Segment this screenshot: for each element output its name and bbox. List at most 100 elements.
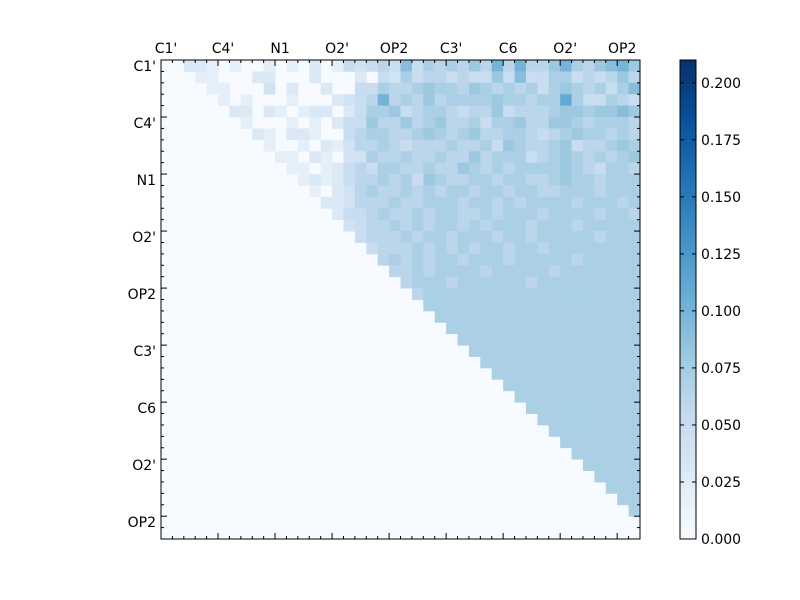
heatmap-cell <box>446 242 458 255</box>
heatmap-cell <box>434 174 447 186</box>
heatmap-cell <box>628 367 641 380</box>
heatmap-cell <box>525 196 538 209</box>
heatmap-cell <box>537 310 550 323</box>
heatmap-cell <box>389 128 401 141</box>
heatmap-cell <box>537 71 550 84</box>
heatmap-cell <box>411 139 424 152</box>
heatmap-cell <box>628 162 641 175</box>
heatmap-cell <box>423 288 436 300</box>
heatmap-cell <box>571 231 584 243</box>
heatmap-cell <box>605 299 618 312</box>
heatmap-cell <box>389 151 401 164</box>
heatmap-cell <box>628 493 641 506</box>
heatmap-cell <box>457 219 470 232</box>
heatmap-cell <box>366 242 379 255</box>
heatmap-cell <box>389 105 401 118</box>
heatmap-cell <box>354 219 367 232</box>
heatmap-cell <box>446 139 458 152</box>
heatmap-cell <box>491 128 504 141</box>
heatmap-cell <box>605 128 618 141</box>
heatmap-cell <box>582 71 595 84</box>
heatmap-cell <box>628 390 641 403</box>
heatmap-cell <box>366 174 379 186</box>
heatmap-cell <box>468 185 481 198</box>
heatmap-cell <box>491 333 504 346</box>
heatmap-cell <box>434 299 447 312</box>
heatmap-cell <box>605 117 618 129</box>
heatmap-cell <box>423 151 436 164</box>
heatmap-cell <box>548 196 561 209</box>
heatmap-cell <box>594 288 607 300</box>
heatmap-cell <box>617 424 629 437</box>
heatmap-cell <box>514 162 527 175</box>
heatmap-cell <box>605 276 618 289</box>
heatmap-cell <box>411 196 424 209</box>
heatmap-cell <box>446 253 458 266</box>
heatmap-cell <box>309 71 322 84</box>
heatmap-cell <box>377 208 390 221</box>
heatmap-cell <box>548 117 561 129</box>
heatmap-cell <box>537 94 550 107</box>
heatmap-cell <box>366 105 379 118</box>
heatmap-cell <box>617 367 629 380</box>
heatmap-cell <box>332 208 344 221</box>
heatmap-cell <box>605 253 618 266</box>
heatmap-cell <box>605 447 618 460</box>
heatmap-cell <box>503 105 515 118</box>
heatmap-cell <box>514 139 527 152</box>
heatmap-cell <box>594 345 607 357</box>
heatmap-cell <box>400 128 413 141</box>
heatmap-cell <box>560 105 572 118</box>
heatmap-cell <box>571 390 584 403</box>
y-tick-label: C3' <box>133 344 156 360</box>
heatmap-cell <box>594 231 607 243</box>
heatmap-cell <box>525 185 538 198</box>
heatmap-cell <box>468 276 481 289</box>
heatmap-cell <box>503 117 515 129</box>
heatmap-cell <box>548 174 561 186</box>
heatmap-cell <box>582 356 595 369</box>
heatmap-cell <box>480 185 493 198</box>
heatmap-cell <box>582 367 595 380</box>
heatmap-cell <box>411 288 424 300</box>
heatmap-cell <box>548 265 561 278</box>
heatmap-cell <box>423 105 436 118</box>
heatmap-cell <box>457 105 470 118</box>
heatmap-cell <box>594 60 607 72</box>
heatmap-cell <box>366 139 379 152</box>
heatmap-cell <box>423 94 436 107</box>
heatmap-cell <box>343 139 356 152</box>
heatmap-cell <box>457 253 470 266</box>
heatmap-cell <box>548 94 561 107</box>
colorbar-tick-label: 0.000 <box>701 532 741 548</box>
heatmap-cell <box>605 310 618 323</box>
y-tick-label: OP2 <box>128 515 156 531</box>
heatmap-cell <box>594 139 607 152</box>
heatmap-cell <box>354 231 367 243</box>
x-tick-label: C4' <box>212 41 235 57</box>
heatmap-cell <box>582 345 595 357</box>
heatmap-cell <box>548 60 561 72</box>
heatmap-cell <box>468 322 481 335</box>
heatmap-cell <box>571 117 584 129</box>
heatmap-cell <box>400 82 413 95</box>
heatmap-cell <box>503 299 515 312</box>
heatmap-cell <box>594 82 607 95</box>
heatmap-cell <box>320 139 333 152</box>
heatmap-cell <box>560 310 572 323</box>
heatmap-cell <box>354 82 367 95</box>
heatmap-cell <box>434 128 447 141</box>
heatmap-cell <box>480 151 493 164</box>
heatmap-cell <box>548 390 561 403</box>
heatmap-cell <box>582 231 595 243</box>
heatmap-cell <box>468 253 481 266</box>
heatmap-cell <box>628 356 641 369</box>
heatmap-cell <box>605 333 618 346</box>
heatmap-cell <box>628 504 641 517</box>
heatmap-cell <box>366 151 379 164</box>
heatmap-cell <box>297 105 310 118</box>
heatmap-cell <box>605 345 618 357</box>
heatmap-cell <box>537 231 550 243</box>
heatmap-cell <box>594 310 607 323</box>
heatmap-cell <box>480 117 493 129</box>
